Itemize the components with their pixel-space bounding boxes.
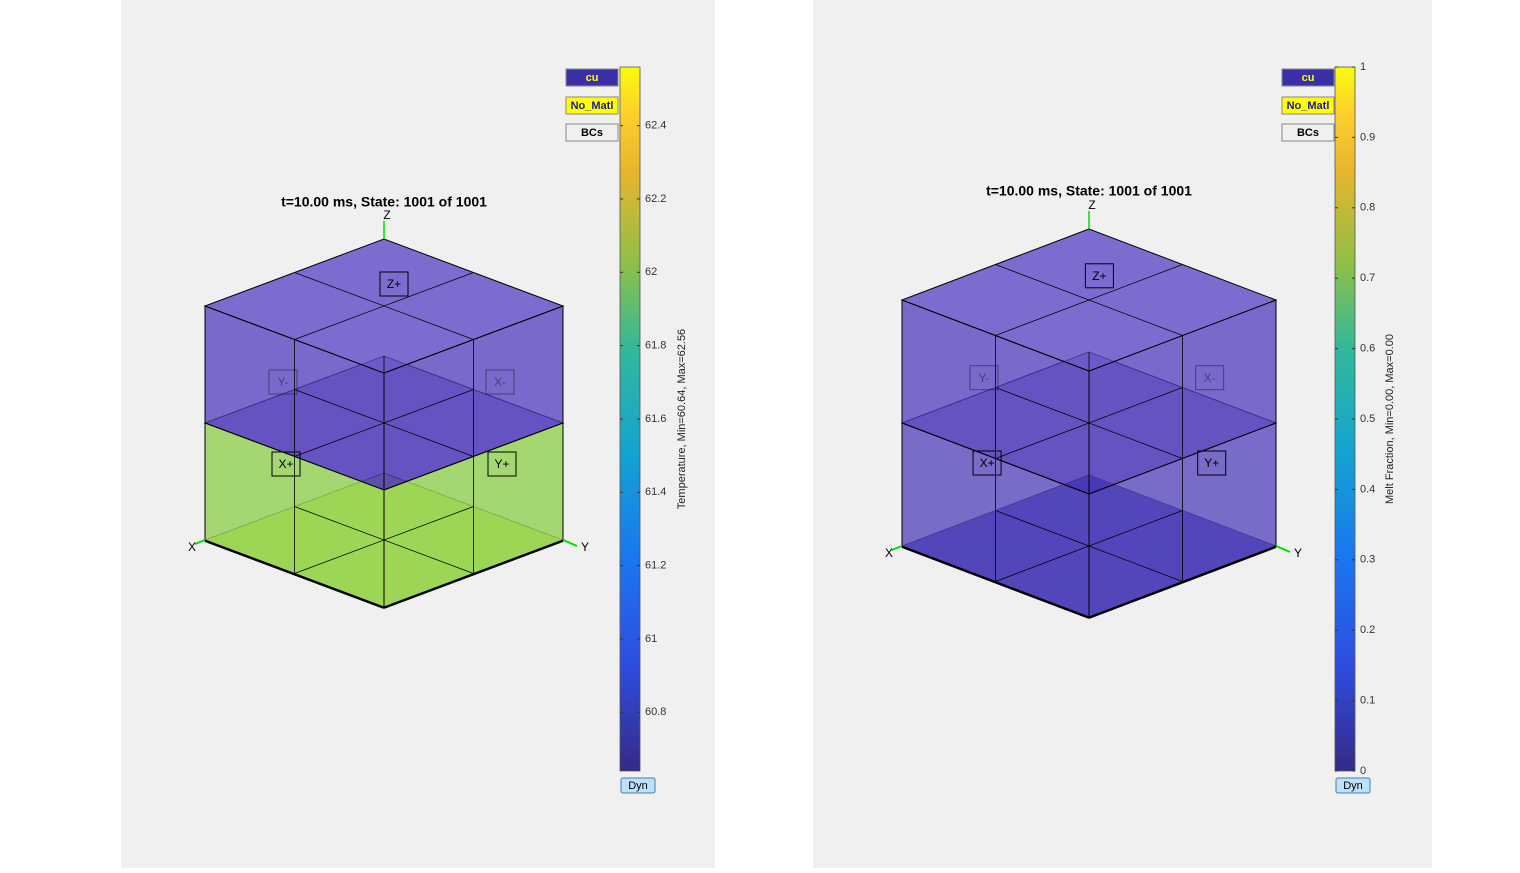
face-label-text: Y+ xyxy=(1204,456,1219,470)
cube-edge xyxy=(995,264,1183,336)
colorbar-label: Melt Fraction, Min=0.00, Max=0.00 xyxy=(1384,334,1396,504)
material-button[interactable]: No_Matl xyxy=(565,96,619,115)
axis-line xyxy=(194,539,206,545)
face-label-box xyxy=(1084,263,1114,289)
colorbar-tick-label: 62 xyxy=(645,266,657,278)
face-label: Y- xyxy=(969,365,999,391)
colorbar-tick-label: 0.9 xyxy=(1360,131,1375,143)
cube-edge xyxy=(294,272,474,340)
button-text: Dyn xyxy=(628,780,648,792)
colorbar-tick-label: 0 xyxy=(1360,765,1366,777)
axis-label: Y xyxy=(581,540,589,554)
colorbar-tick-label: 62.2 xyxy=(645,193,666,205)
colorbar-tick-label: 61.4 xyxy=(645,486,666,498)
plot-title: t=10.00 ms, State: 1001 of 1001 xyxy=(281,194,487,210)
face-label: Y+ xyxy=(487,451,517,477)
face-label: X- xyxy=(1195,365,1225,391)
face-label-box xyxy=(969,365,999,391)
colorbar-label: Temperature, Min=60.64, Max=62.56 xyxy=(676,329,688,509)
face-label-box xyxy=(271,451,301,477)
face-label-box xyxy=(485,369,515,395)
colorbar-tick-label: 0.5 xyxy=(1360,413,1375,425)
face-label-text: X+ xyxy=(278,457,293,471)
face-label: X+ xyxy=(271,451,301,477)
button-bg xyxy=(620,777,656,794)
material-button[interactable]: cu xyxy=(565,68,619,87)
cube-edge xyxy=(901,546,1090,619)
face-label: X+ xyxy=(972,450,1002,476)
axis-line xyxy=(1275,545,1291,553)
colorbar-tick-label: 0.4 xyxy=(1360,483,1375,495)
face-label: X- xyxy=(485,369,515,395)
button-text: cu xyxy=(586,72,599,84)
face-label-text: X- xyxy=(1204,371,1216,385)
face-label-text: X- xyxy=(494,375,506,389)
colorbar-tick-label: 0.2 xyxy=(1360,624,1375,636)
dyn-button[interactable]: Dyn xyxy=(620,777,656,794)
material-button[interactable]: cu xyxy=(1281,68,1335,87)
face-label: Y- xyxy=(268,369,298,395)
face-label-box xyxy=(972,450,1002,476)
button-text: BCs xyxy=(581,127,603,139)
face-label-text: Z+ xyxy=(387,277,401,291)
colorbar-tick-label: 61 xyxy=(645,633,657,645)
button-bg xyxy=(1281,96,1335,115)
face-label-text: Z+ xyxy=(1092,269,1106,283)
colorbar-tick-label: 0.3 xyxy=(1360,554,1375,566)
button-text: No_Matl xyxy=(571,100,614,112)
face-label-box xyxy=(487,451,517,477)
colorbar-tick-label: 61.6 xyxy=(645,413,666,425)
axis-label: Z xyxy=(1088,198,1095,212)
face-label: Z+ xyxy=(1084,263,1114,289)
colorbar-tick-label: 62.4 xyxy=(645,120,666,132)
face-label-text: Y- xyxy=(278,375,289,389)
button-text: No_Matl xyxy=(1287,100,1330,112)
axis-label: Z xyxy=(383,208,390,222)
cube-edge xyxy=(204,540,385,609)
cube-edge xyxy=(1088,546,1277,619)
colorbar-tick-label: 0.6 xyxy=(1360,343,1375,355)
axis-label: X xyxy=(885,546,893,560)
button-bg xyxy=(565,123,619,142)
button-text: BCs xyxy=(1297,127,1319,139)
dyn-button[interactable]: Dyn xyxy=(1335,777,1371,794)
button-bg xyxy=(1281,123,1335,142)
face-label-box xyxy=(379,271,409,297)
face-label-box xyxy=(1197,450,1227,476)
material-button[interactable]: No_Matl xyxy=(1281,96,1335,115)
face-label-box xyxy=(268,369,298,395)
colorbar-tick-label: 0.1 xyxy=(1360,695,1375,707)
colorbar-tick-label: 61.2 xyxy=(645,560,666,572)
face-label: Y+ xyxy=(1197,450,1227,476)
face-label-text: Y+ xyxy=(494,457,509,471)
button-bg xyxy=(565,68,619,87)
axis-line xyxy=(562,539,578,547)
button-bg xyxy=(1281,68,1335,87)
face-label: Z+ xyxy=(379,271,409,297)
face-label-text: X+ xyxy=(980,456,995,470)
button-bg xyxy=(565,96,619,115)
axis-line xyxy=(891,545,903,551)
axis-label: X xyxy=(188,540,196,554)
material-button[interactable]: BCs xyxy=(1281,123,1335,142)
colorbar-tick-label: 1 xyxy=(1360,61,1366,73)
plot-title: t=10.00 ms, State: 1001 of 1001 xyxy=(986,183,1192,199)
button-text: Dyn xyxy=(1343,780,1363,792)
face-label-box xyxy=(1195,365,1225,391)
colorbar-tick-label: 0.7 xyxy=(1360,272,1375,284)
material-button[interactable]: BCs xyxy=(565,123,619,142)
colorbar-tick-label: 0.8 xyxy=(1360,202,1375,214)
colorbar-tick-label: 61.8 xyxy=(645,340,666,352)
axis-label: Y xyxy=(1294,546,1302,560)
button-text: cu xyxy=(1302,72,1315,84)
cube-edge xyxy=(383,540,564,609)
colorbar-tick-label: 60.8 xyxy=(645,706,666,718)
button-bg xyxy=(1335,777,1371,794)
face-label-text: Y- xyxy=(979,371,990,385)
